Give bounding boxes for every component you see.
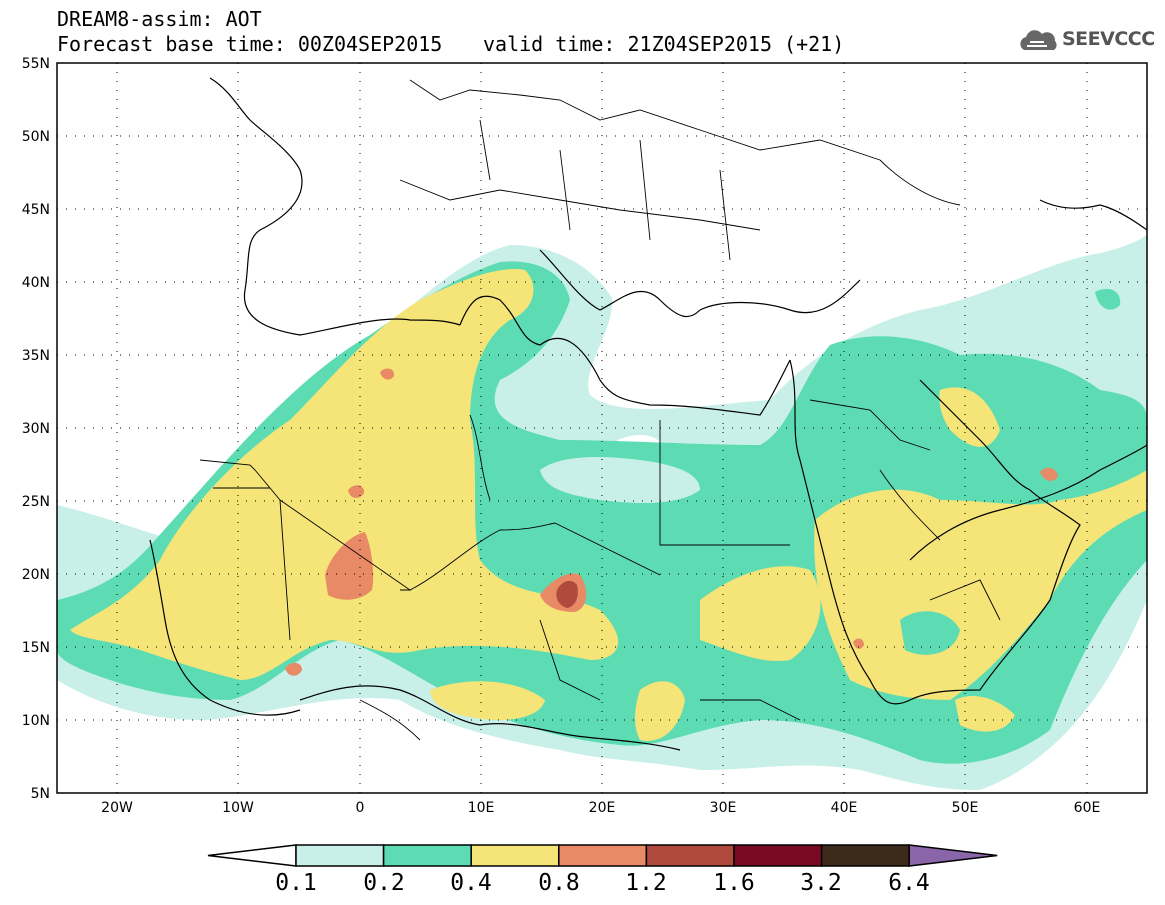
aot-contour-0.4 xyxy=(70,269,619,680)
colorbar-label: 0.4 xyxy=(450,870,492,896)
lat-label: 5N xyxy=(31,786,50,802)
chart-title: DREAM8-assim: AOT xyxy=(57,7,262,31)
colorbar-swatch xyxy=(908,844,998,867)
colorbar-label: 0.8 xyxy=(538,870,580,896)
latitude-labels: 55N 50N 45N 40N 35N 30N 25N 20N 15N 10N … xyxy=(22,56,50,802)
colorbar-swatch xyxy=(295,844,385,867)
colorbar-swatch xyxy=(733,844,823,867)
colorbar-label: 0.2 xyxy=(363,870,405,896)
lon-label: 50E xyxy=(952,800,979,816)
lat-label: 30N xyxy=(22,421,50,437)
lon-label: 0 xyxy=(356,800,365,816)
logo-text: SEEVCCC xyxy=(1062,28,1155,50)
colorbar-label: 1.6 xyxy=(713,870,755,896)
lat-label: 40N xyxy=(22,275,50,291)
lat-label: 20N xyxy=(22,567,50,583)
colorbar-swatch xyxy=(820,844,910,867)
colorbar-label: 6.4 xyxy=(888,870,930,896)
lat-label: 55N xyxy=(22,56,50,72)
forecast-base-time: Forecast base time: 00Z04SEP2015 xyxy=(57,32,443,56)
colorbar-label: 3.2 xyxy=(800,870,842,896)
lat-label: 15N xyxy=(22,640,50,656)
colorbar-swatch xyxy=(207,844,297,867)
colorbar-label: 1.2 xyxy=(625,870,667,896)
map-frame xyxy=(56,62,1148,794)
lon-label: 20W xyxy=(101,800,133,816)
colorbar xyxy=(207,844,998,867)
lat-label: 10N xyxy=(22,713,50,729)
lon-label: 10W xyxy=(222,800,254,816)
colorbar-swatch xyxy=(645,844,735,867)
country-borders xyxy=(199,79,1001,741)
lon-label: 40E xyxy=(831,800,858,816)
valid-time: valid time: 21Z04SEP2015 (+21) xyxy=(483,32,845,56)
coastlines xyxy=(149,77,1147,751)
lon-label: 10E xyxy=(468,800,495,816)
lon-label: 60E xyxy=(1074,800,1101,816)
lat-label: 45N xyxy=(22,202,50,218)
colorbar-swatch xyxy=(558,844,648,867)
lat-label: 25N xyxy=(22,494,50,510)
longitude-labels: 20W 10W 0 10E 20E 30E 40E 50E 60E xyxy=(101,800,1100,816)
lat-label: 35N xyxy=(22,348,50,364)
colorbar-swatch xyxy=(470,844,560,867)
cloud-icon xyxy=(1020,30,1057,50)
aot-contour-0.8 xyxy=(325,532,374,600)
colorbar-swatch xyxy=(382,844,472,867)
lat-label: 50N xyxy=(22,129,50,145)
aot-contour-1.2 xyxy=(556,580,578,608)
lon-label: 20E xyxy=(589,800,616,816)
lon-label: 30E xyxy=(710,800,737,816)
colorbar-label: 0.1 xyxy=(275,870,317,896)
